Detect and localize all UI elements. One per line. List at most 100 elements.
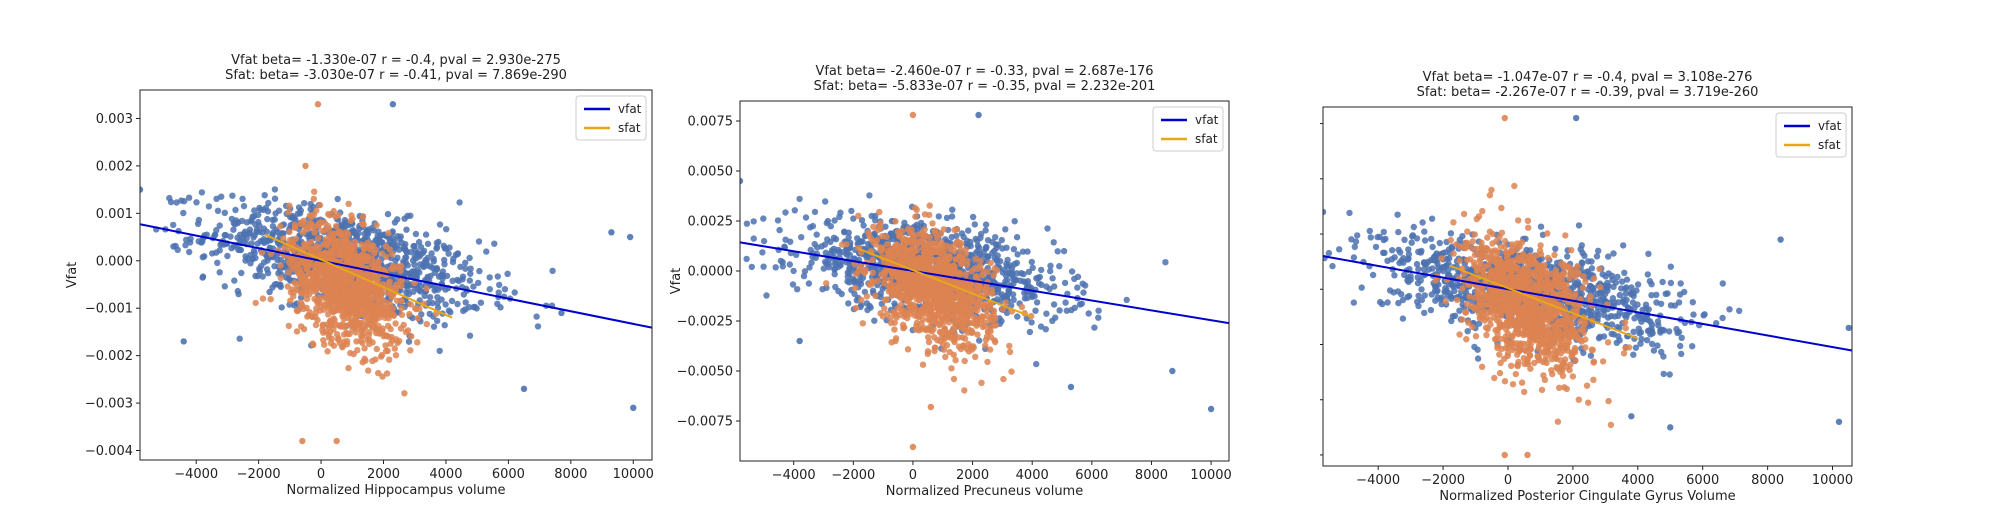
vfat-point (264, 215, 271, 223)
vfat-point (403, 226, 410, 233)
vfat-point (728, 199, 734, 205)
sfat-point (386, 246, 393, 253)
vfat-point (462, 306, 469, 313)
sfat-point (946, 348, 953, 356)
vfat-point (1029, 264, 1036, 271)
sfat-point (905, 275, 912, 282)
sfat-point (331, 292, 338, 299)
sfat-point (297, 275, 305, 282)
vfat-point (443, 226, 450, 233)
sfat-point (368, 242, 375, 250)
vfat-point (475, 279, 482, 287)
sfat-point (913, 319, 921, 326)
sfat-point (978, 379, 985, 386)
sfat-point (925, 334, 932, 341)
x-tick-label: 0 (909, 468, 917, 483)
vfat-point (838, 290, 845, 298)
vfat-point (411, 242, 418, 250)
sfat-point (398, 311, 406, 319)
sfat-point (927, 303, 934, 311)
sfat-point (859, 320, 866, 327)
sfat-point (365, 367, 372, 374)
vfat-point (819, 286, 826, 293)
vfat-point (1358, 284, 1365, 291)
vfat-points (66, 186, 556, 355)
sfat-point (927, 323, 934, 330)
vfat-point (334, 195, 341, 203)
vfat-point (1067, 383, 1075, 391)
sfat-point (361, 325, 368, 332)
sfat-point (971, 306, 979, 313)
sfat-point (898, 307, 905, 314)
vfat-point (1020, 270, 1027, 278)
vfat-point (428, 250, 435, 257)
sfat-point (360, 221, 367, 228)
vfat-point (958, 230, 966, 237)
vfat-point (807, 246, 814, 254)
x-tick-label: 6000 (492, 467, 525, 482)
plot-frame (139, 89, 653, 461)
vfat-point (1049, 317, 1056, 324)
vfat-point (1068, 268, 1076, 275)
vfat-point (1054, 248, 1061, 255)
vfat-point (779, 259, 786, 266)
vfat-point (1605, 253, 1612, 260)
vfat-point (247, 260, 254, 267)
vfat-point (1080, 289, 1087, 296)
vfat-point (608, 229, 615, 236)
vfat-point (1169, 367, 1176, 375)
sfat-point (990, 307, 998, 314)
sfat-point (361, 345, 368, 352)
sfat-point (372, 259, 379, 266)
sfat-points (823, 202, 1035, 394)
sfat-point (298, 219, 306, 226)
vfat-legend-label: vfat (1195, 113, 1219, 127)
vfat-point (1002, 278, 1009, 285)
sfat-point (909, 443, 917, 451)
sfat-point (336, 340, 344, 347)
sfat-point (314, 101, 322, 108)
sfat-point (352, 261, 360, 268)
sfat-point (973, 274, 980, 281)
sfat-point (331, 230, 338, 238)
sfat-point (888, 268, 895, 275)
sfat-point (946, 270, 953, 277)
sfat-point (284, 283, 291, 290)
vfat-point (1008, 302, 1015, 309)
sfat-point (924, 348, 932, 355)
vfat-point (871, 317, 878, 324)
sfat-point (969, 329, 976, 336)
sfat-point (320, 306, 327, 313)
sfat-point (931, 227, 939, 234)
vfat-point (706, 252, 712, 258)
sfat-point (903, 311, 910, 318)
vfat-point (1389, 247, 1396, 254)
sfat-point (898, 271, 906, 278)
sfat-point (959, 259, 966, 266)
vfat-point (449, 277, 456, 284)
sfat-point (1006, 348, 1014, 356)
sfat-point (927, 403, 935, 411)
chart-title-line: Sfat: beta= -2.267e-07 r = -0.39, pval =… (1417, 85, 1759, 100)
vfat-point (1464, 328, 1471, 335)
y-tick-label: −0.002 (85, 349, 133, 364)
sfat-point (318, 227, 326, 235)
sfat-point (986, 346, 994, 353)
vfat-point (276, 267, 283, 274)
vfat-point (1002, 272, 1010, 279)
vfat-point (66, 190, 72, 196)
sfat-point (324, 348, 331, 355)
vfat-point (239, 235, 247, 242)
vfat-point (389, 101, 397, 108)
sfat-point (347, 217, 354, 224)
sfat-point (361, 304, 368, 312)
sfat-point (927, 318, 935, 325)
sfat-point (348, 212, 355, 219)
sfat-point (880, 280, 888, 287)
vfat-point (242, 253, 249, 260)
sfat-point (887, 276, 894, 283)
vfat-point (470, 283, 477, 290)
sfat-point (365, 308, 373, 315)
vfat-point (1658, 348, 1665, 356)
vfat-point (813, 231, 820, 238)
